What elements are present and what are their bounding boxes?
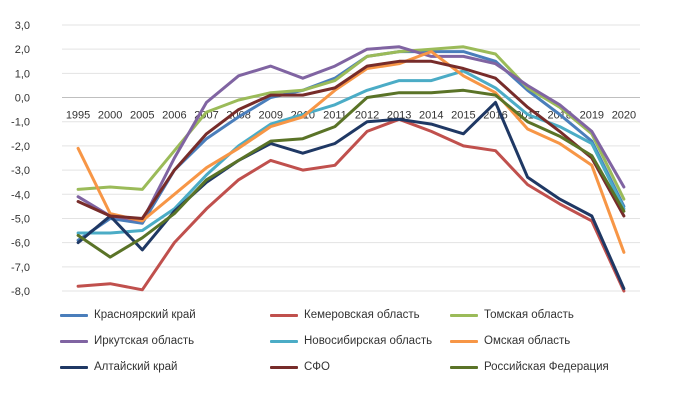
- legend-label: Кемеровская область: [304, 309, 420, 321]
- grid-lines: [62, 24, 640, 292]
- y-tick-label: -5,0: [11, 213, 30, 225]
- y-tick-label: -4,0: [11, 189, 30, 201]
- series-line: [76, 45, 626, 201]
- legend-label: Омская область: [484, 335, 571, 347]
- x-tick-label: 2020: [612, 110, 636, 122]
- legend-label: Иркутская область: [94, 335, 195, 347]
- legend-item: Алтайский край: [60, 361, 177, 373]
- y-tick-label: 1,0: [15, 68, 30, 80]
- y-tick-label: -3,0: [11, 165, 30, 177]
- y-tick-label: -2,0: [11, 141, 30, 153]
- legend-item: Кемеровская область: [270, 309, 420, 321]
- legend-swatch: [270, 313, 298, 317]
- legend-item: Российская Федерация: [450, 361, 609, 373]
- legend-swatch: [60, 339, 88, 343]
- series-lines: [76, 45, 626, 293]
- x-tick-label: 1995: [66, 110, 90, 122]
- legend-item: Томская область: [450, 309, 574, 321]
- legend-item: СФО: [270, 361, 330, 373]
- series-line: [76, 88, 626, 259]
- legend-item: Красноярский край: [60, 309, 196, 321]
- legend-swatch: [270, 365, 298, 369]
- y-tick-label: -7,0: [11, 262, 30, 274]
- legend-label: Томская область: [484, 309, 574, 321]
- y-tick-label: 3,0: [15, 20, 30, 32]
- legend-label: Российская Федерация: [484, 361, 609, 373]
- x-tick-label: 2009: [258, 110, 282, 122]
- y-tick-label: -1,0: [11, 117, 30, 129]
- y-tick-label: 0,0: [15, 93, 30, 105]
- legend-label: Красноярский край: [94, 309, 196, 321]
- series-line: [76, 69, 626, 235]
- y-tick-label: -8,0: [11, 286, 30, 298]
- legend-swatch: [60, 313, 88, 317]
- series-line: [76, 59, 626, 220]
- legend-label: СФО: [304, 361, 330, 373]
- y-tick-label: 2,0: [15, 44, 30, 56]
- legend-item: Иркутская область: [60, 335, 194, 347]
- legend-item: Новосибирская область: [270, 335, 432, 347]
- legend-label: Алтайский край: [94, 361, 178, 373]
- x-tick-label: 2012: [355, 110, 379, 122]
- series-line: [76, 50, 626, 254]
- x-tick-label: 2019: [580, 110, 604, 122]
- series-line: [76, 45, 626, 223]
- y-axis: 3,0 2,0 1,0 0,0 -1,0 -2,0 -3,0 -4,0 -5,0 -6,0 -7,0…: [11, 20, 30, 298]
- legend-label: Новосибирская область: [304, 335, 433, 347]
- legend-swatch: [450, 339, 478, 343]
- legend-swatch: [450, 365, 478, 369]
- x-tick-label: 2005: [130, 110, 154, 122]
- y-tick-label: -6,0: [11, 238, 30, 250]
- x-tick-label: 2015: [451, 110, 475, 122]
- x-tick-label: 2000: [98, 110, 122, 122]
- x-tick-label: 2014: [419, 110, 443, 122]
- series-line: [76, 117, 626, 293]
- legend-item: Омская область: [450, 335, 570, 347]
- legend-swatch: [60, 365, 88, 369]
- legend-swatch: [270, 339, 298, 343]
- legend-swatch: [450, 313, 478, 317]
- x-tick-label: 2006: [162, 110, 186, 122]
- x-tick-label: 2011: [323, 110, 347, 122]
